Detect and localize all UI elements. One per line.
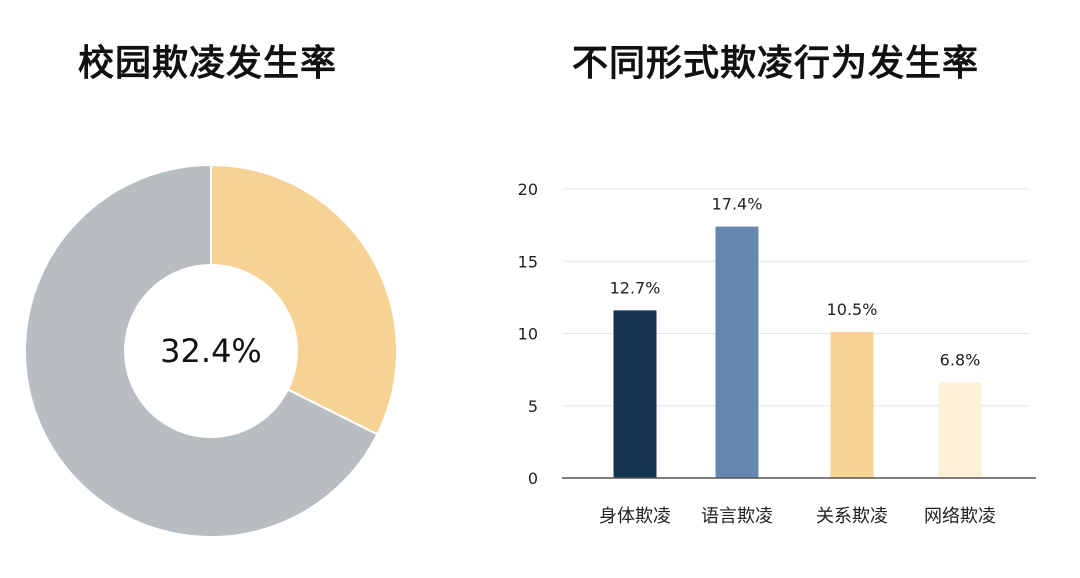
bar-chart-title: 不同形式欺凌行为发生率 — [572, 43, 980, 84]
donut-chart-title: 校园欺凌发生率 — [78, 43, 338, 84]
bar-data-label: 10.5% — [827, 300, 878, 319]
x-tick-label: 网络欺凌 — [924, 506, 996, 527]
donut-slice-0 — [210, 163, 398, 436]
donut-slice-1 — [24, 163, 379, 538]
x-tick-label: 语言欺凌 — [701, 506, 773, 527]
bar-data-label: 6.8% — [940, 351, 981, 370]
x-tick-label: 关系欺凌 — [816, 506, 888, 527]
bar-0 — [613, 310, 657, 478]
bar-2 — [830, 332, 874, 478]
y-tick-label: 20 — [518, 180, 538, 199]
bar-data-label: 17.4% — [712, 195, 763, 214]
y-tick-label: 0 — [528, 469, 538, 488]
x-tick-label: 身体欺凌 — [599, 506, 671, 527]
bar-data-label: 12.7% — [610, 278, 661, 297]
y-tick-label: 10 — [518, 325, 538, 344]
bar-3 — [938, 382, 982, 478]
y-tick-label: 15 — [518, 252, 538, 271]
y-tick-label: 5 — [528, 397, 538, 416]
bar-1 — [715, 226, 759, 478]
donut-center-label: 32.4% — [160, 332, 262, 370]
